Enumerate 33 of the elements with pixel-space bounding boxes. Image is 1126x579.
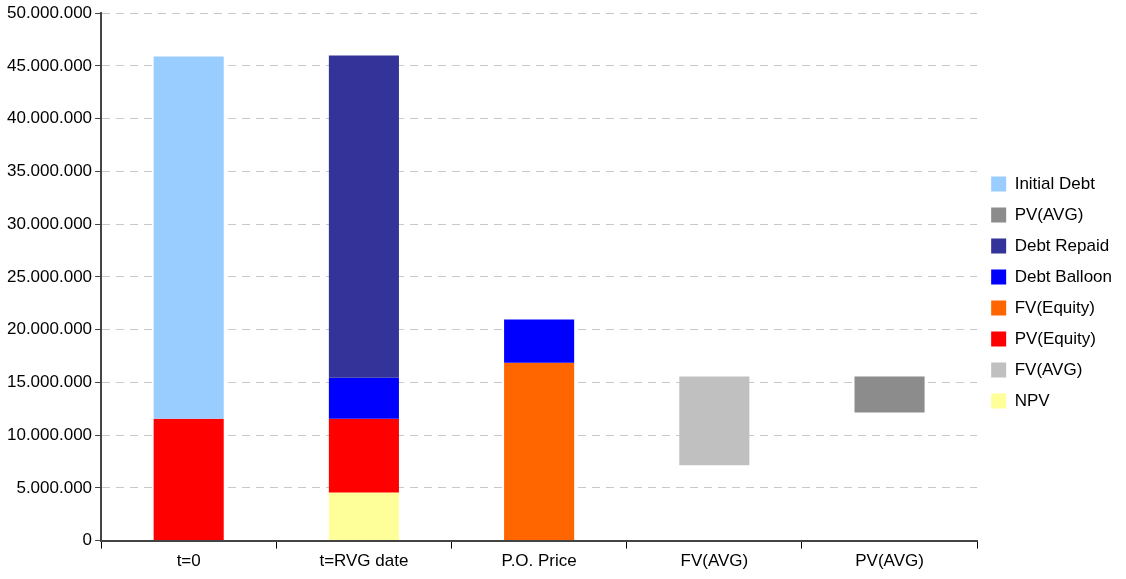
legend-label: Debt Repaid <box>1014 235 1110 255</box>
y-tick-label: 0 <box>82 530 93 550</box>
y-tick-label: 5.000.000 <box>16 477 93 497</box>
bar <box>504 319 575 363</box>
x-tick-label: P.O. Price <box>501 551 577 571</box>
y-tick-label: 35.000.000 <box>6 161 93 181</box>
bar <box>328 377 399 419</box>
y-tick-label: 50.000.000 <box>6 2 93 22</box>
bar <box>504 362 575 541</box>
legend-label: FV(Equity) <box>1014 297 1095 317</box>
bar <box>153 56 224 419</box>
y-tick-label: 20.000.000 <box>6 319 93 339</box>
bar <box>328 418 399 493</box>
x-tick-label: t=0 <box>176 551 201 571</box>
y-tick-label: 30.000.000 <box>6 213 93 233</box>
legend-label: PV(Equity) <box>1014 328 1096 348</box>
legend-label: Debt Balloon <box>1014 266 1112 286</box>
legend-label: PV(AVG) <box>1014 204 1084 224</box>
x-tick-label: FV(AVG) <box>680 551 749 571</box>
bar <box>854 376 925 413</box>
x-tick-label: t=RVG date <box>319 551 409 571</box>
legend-label: NPV <box>1014 390 1051 410</box>
bar <box>328 492 399 541</box>
bar <box>153 418 224 541</box>
y-tick-label: 10.000.000 <box>6 424 93 444</box>
y-tick-label: 15.000.000 <box>6 372 93 392</box>
y-tick-label: 40.000.000 <box>6 108 93 128</box>
y-tick-label: 25.000.000 <box>6 266 93 286</box>
legend-label: FV(AVG) <box>1014 359 1083 379</box>
y-tick-label: 45.000.000 <box>6 55 93 75</box>
x-tick-label: PV(AVG) <box>855 551 924 571</box>
legend-label: Initial Debt <box>1014 173 1096 193</box>
bar <box>328 55 399 378</box>
